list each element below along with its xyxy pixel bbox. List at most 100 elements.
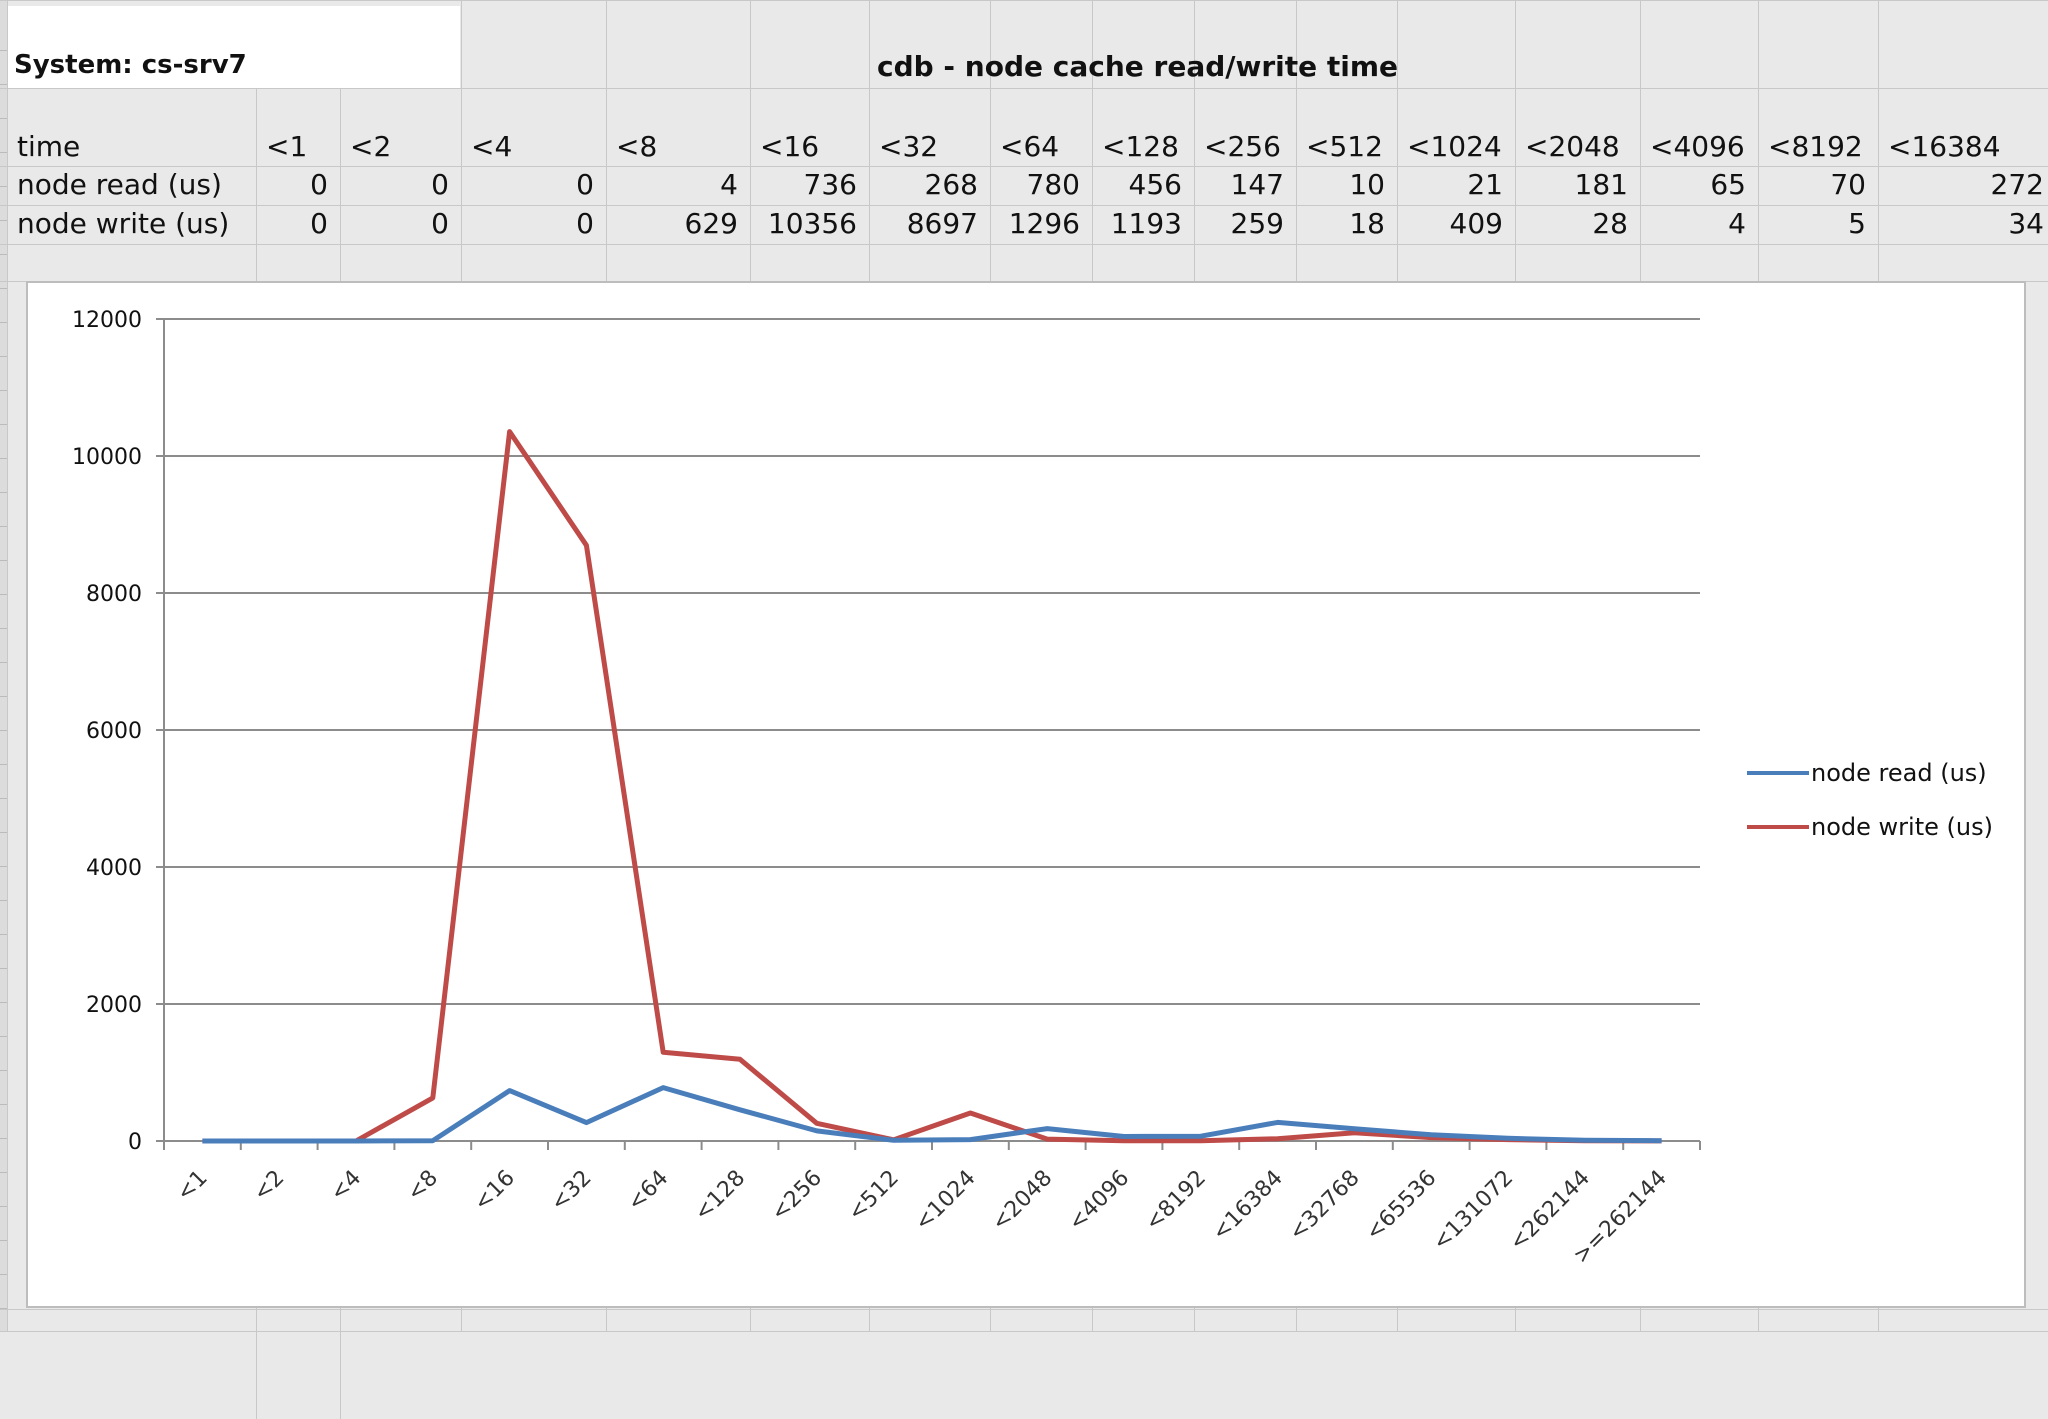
row-tick — [0, 1240, 7, 1241]
table-cell[interactable]: 8697 — [906, 207, 978, 240]
y-tick-label: 12000 — [72, 308, 142, 333]
x-tick-label: <128 — [690, 1166, 750, 1226]
column-header[interactable]: <4 — [471, 130, 513, 163]
x-tick-label: <2 — [249, 1166, 290, 1207]
x-tick-label: <2048 — [987, 1166, 1057, 1236]
table-cell[interactable]: 629 — [684, 207, 738, 240]
table-cell[interactable]: 70 — [1830, 168, 1866, 201]
legend-label[interactable]: node write (us) — [1811, 813, 1993, 841]
row-tick — [0, 798, 7, 799]
y-tick-label: 4000 — [86, 856, 142, 881]
row-tick — [0, 322, 7, 323]
row-tick — [0, 1172, 7, 1173]
table-cell[interactable]: 10 — [1349, 168, 1385, 201]
row-tick — [0, 118, 7, 119]
table-cell[interactable]: 34 — [2008, 207, 2044, 240]
table-cell[interactable]: 28 — [1592, 207, 1628, 240]
row-tick — [0, 1002, 7, 1003]
series-line[interactable] — [202, 1085, 1662, 1144]
row-tick — [0, 1036, 7, 1037]
table-cell[interactable]: 4 — [720, 168, 738, 201]
row-tick — [0, 84, 7, 85]
row-tick — [0, 764, 7, 765]
column-header[interactable]: <64 — [1000, 130, 1060, 163]
row-tick — [0, 186, 7, 187]
row-tick — [0, 526, 7, 527]
x-tick-label: <16 — [469, 1166, 520, 1217]
table-cell[interactable]: 0 — [431, 168, 449, 201]
column-header[interactable]: <128 — [1102, 130, 1179, 163]
x-tick-label: <131072 — [1428, 1166, 1518, 1256]
x-tick-label: <1 — [172, 1166, 213, 1207]
row-tick — [0, 832, 7, 833]
x-tick-label: <16384 — [1208, 1166, 1288, 1246]
row-gridline — [0, 1309, 2048, 1310]
table-cell[interactable]: 65 — [1710, 168, 1746, 201]
x-tick-label: <4096 — [1064, 1166, 1134, 1236]
column-header[interactable]: <4096 — [1650, 130, 1745, 163]
table-cell[interactable]: 0 — [310, 207, 328, 240]
x-tick-label: <4 — [326, 1166, 367, 1207]
table-cell[interactable]: 181 — [1574, 168, 1628, 201]
column-header[interactable]: <1 — [266, 130, 308, 163]
table-cell[interactable]: 780 — [1026, 168, 1080, 201]
column-header[interactable]: <32 — [879, 130, 939, 163]
row-tick — [0, 152, 7, 153]
table-cell[interactable]: 0 — [576, 168, 594, 201]
row-gridline — [0, 88, 2048, 89]
column-header[interactable]: <16384 — [1888, 130, 2001, 163]
row-label[interactable]: node write (us) — [17, 207, 230, 240]
table-cell[interactable]: 456 — [1128, 168, 1182, 201]
row-tick — [0, 900, 7, 901]
row-label[interactable]: node read (us) — [17, 168, 222, 201]
row-tick — [0, 594, 7, 595]
column-header[interactable]: <8 — [616, 130, 658, 163]
table-cell[interactable]: 21 — [1467, 168, 1503, 201]
column-header[interactable]: <16 — [760, 130, 820, 163]
table-cell[interactable]: 409 — [1449, 207, 1503, 240]
column-header[interactable]: <1024 — [1407, 130, 1502, 163]
row-gridline — [0, 0, 2048, 1]
row-gridline — [0, 1331, 2048, 1332]
series-line[interactable] — [202, 429, 1662, 1144]
table-cell[interactable]: 0 — [431, 207, 449, 240]
y-tick-label: 0 — [128, 1130, 142, 1155]
table-cell[interactable]: 0 — [576, 207, 594, 240]
table-cell[interactable]: 736 — [803, 168, 857, 201]
table-cell[interactable]: 1193 — [1110, 207, 1182, 240]
column-header[interactable]: <256 — [1204, 130, 1281, 163]
title-cell[interactable] — [8, 6, 460, 88]
column-header[interactable]: <2048 — [1525, 130, 1620, 163]
row-tick — [0, 1138, 7, 1139]
table-cell[interactable]: 268 — [924, 168, 978, 201]
row-tick — [0, 934, 7, 935]
system-label: System: cs-srv7 — [14, 50, 247, 80]
table-cell[interactable]: 147 — [1230, 168, 1284, 201]
table-cell[interactable]: 18 — [1349, 207, 1385, 240]
table-cell[interactable]: 10356 — [767, 207, 857, 240]
row-tick — [0, 390, 7, 391]
legend-label[interactable]: node read (us) — [1811, 759, 1987, 787]
row-tick — [0, 50, 7, 51]
x-tick-label: <1024 — [910, 1166, 980, 1236]
table-cell[interactable]: 272 — [1990, 168, 2044, 201]
row-tick — [0, 1070, 7, 1071]
row-tick — [0, 492, 7, 493]
row-gridline — [0, 205, 2048, 206]
row-tick — [0, 968, 7, 969]
column-header[interactable]: <2 — [350, 130, 392, 163]
table-cell[interactable]: 259 — [1230, 207, 1284, 240]
table-cell[interactable]: 1296 — [1008, 207, 1080, 240]
column-header[interactable]: <512 — [1306, 130, 1383, 163]
y-tick-label: 10000 — [72, 445, 142, 470]
table-cell[interactable]: 0 — [310, 168, 328, 201]
x-tick-label: <32768 — [1284, 1166, 1364, 1246]
line-chart[interactable]: 0 2000 4000 6000 8000 10000 12000 <1 <2 <4 <8 <16 <3… — [26, 281, 2026, 1308]
row-tick — [0, 866, 7, 867]
y-tick-label: 8000 — [86, 582, 142, 607]
header-label[interactable]: time — [17, 130, 81, 163]
column-header[interactable]: <8192 — [1768, 130, 1863, 163]
table-cell[interactable]: 5 — [1848, 207, 1866, 240]
table-cell[interactable]: 4 — [1728, 207, 1746, 240]
